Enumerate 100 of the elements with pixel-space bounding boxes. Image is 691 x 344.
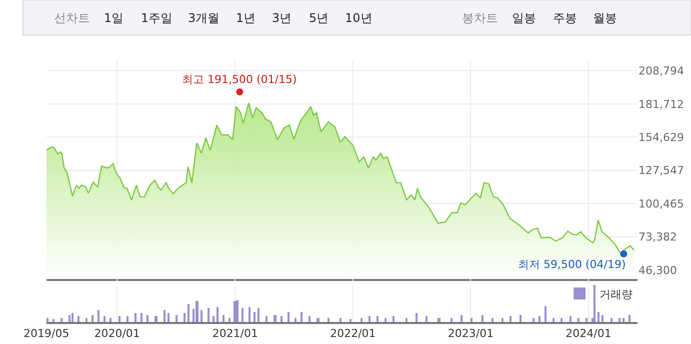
bar <box>200 310 202 322</box>
bar <box>509 316 512 322</box>
bar <box>280 316 282 322</box>
bar <box>532 318 534 322</box>
bar <box>339 318 342 322</box>
bar <box>491 318 494 322</box>
bar <box>569 316 572 322</box>
x-tick-label: 2022/01 <box>330 326 376 340</box>
bar <box>253 312 256 322</box>
bar <box>349 319 352 322</box>
bar <box>52 319 54 322</box>
bar <box>175 315 178 322</box>
bar <box>610 318 612 322</box>
text: 1일 <box>104 11 124 25</box>
x-tick-label: 2020/01 <box>94 326 140 340</box>
bar <box>109 318 112 322</box>
bar <box>248 307 250 322</box>
text: 일봉 <box>512 11 536 25</box>
bar <box>552 318 554 322</box>
bar <box>376 316 378 322</box>
bar <box>97 310 100 322</box>
text: 3개월 <box>188 11 220 25</box>
bar <box>195 301 198 322</box>
bar <box>103 316 106 322</box>
bar <box>405 318 408 322</box>
text: 월봉 <box>593 11 617 25</box>
bar <box>622 318 624 322</box>
bar <box>146 315 148 322</box>
bar <box>327 318 330 322</box>
bar <box>316 318 320 322</box>
legend-label: 거래량 <box>600 288 633 301</box>
bar <box>450 318 452 322</box>
bar <box>287 312 290 322</box>
text: 주봉 <box>553 11 577 25</box>
bar <box>360 318 362 322</box>
text: 봉차트 <box>462 11 498 25</box>
y-tick-label: 100,465 <box>638 197 684 210</box>
bar <box>85 318 88 322</box>
bar <box>593 285 596 322</box>
bar <box>470 318 472 322</box>
text: 5년 <box>309 11 329 25</box>
bar <box>294 318 296 322</box>
bar <box>154 316 158 322</box>
bar <box>216 307 218 322</box>
bar <box>207 308 210 322</box>
bar <box>585 318 588 322</box>
bar <box>228 318 230 322</box>
bar <box>415 313 418 322</box>
bar <box>597 312 600 322</box>
text: 1주일 <box>141 11 173 25</box>
bar <box>187 304 190 322</box>
bar <box>140 313 142 322</box>
text: 1년 <box>236 11 256 25</box>
bar <box>71 313 74 322</box>
bar <box>544 306 546 322</box>
bar <box>134 313 136 322</box>
y-tick-label: 208,794 <box>638 64 684 78</box>
text: 선차트 <box>54 11 90 25</box>
y-tick-label: 154,629 <box>638 130 684 144</box>
text: 3년 <box>272 11 292 25</box>
y-tick-label: 127,547 <box>638 164 684 178</box>
bar <box>300 312 302 322</box>
bar <box>163 310 166 322</box>
x-tick-label: 2023/01 <box>448 326 494 340</box>
bar <box>60 318 62 322</box>
bar <box>481 315 484 322</box>
bar <box>538 316 540 322</box>
bar <box>384 318 386 322</box>
bar <box>601 315 604 322</box>
x-tick-label: 2024/01 <box>566 326 612 340</box>
bar <box>273 315 276 322</box>
bar <box>628 315 630 322</box>
bar <box>183 313 186 322</box>
bar <box>560 318 562 322</box>
bar <box>167 313 170 322</box>
bar <box>437 318 440 322</box>
y-tick-label: 181,712 <box>638 98 684 111</box>
y-tick-label: 73,382 <box>638 230 678 244</box>
bar <box>501 318 504 322</box>
text: 10년 <box>345 11 372 25</box>
bar <box>236 300 238 322</box>
bar <box>257 308 260 322</box>
bar <box>118 316 120 322</box>
bar <box>618 318 620 322</box>
bar <box>425 316 428 322</box>
x-tick-label: 2019/05 <box>24 326 70 340</box>
bar <box>577 318 580 322</box>
bar <box>265 316 268 322</box>
bar <box>212 316 214 322</box>
bar <box>308 316 310 322</box>
bar <box>392 316 394 322</box>
y-tick-label: 46,300 <box>638 264 678 277</box>
bar <box>222 315 224 322</box>
bar <box>368 316 370 322</box>
bar <box>241 308 244 322</box>
bar <box>126 316 128 322</box>
bar <box>77 316 80 322</box>
bar <box>91 315 94 322</box>
bar <box>46 318 48 322</box>
x-tick-label: 2021/01 <box>212 326 258 340</box>
